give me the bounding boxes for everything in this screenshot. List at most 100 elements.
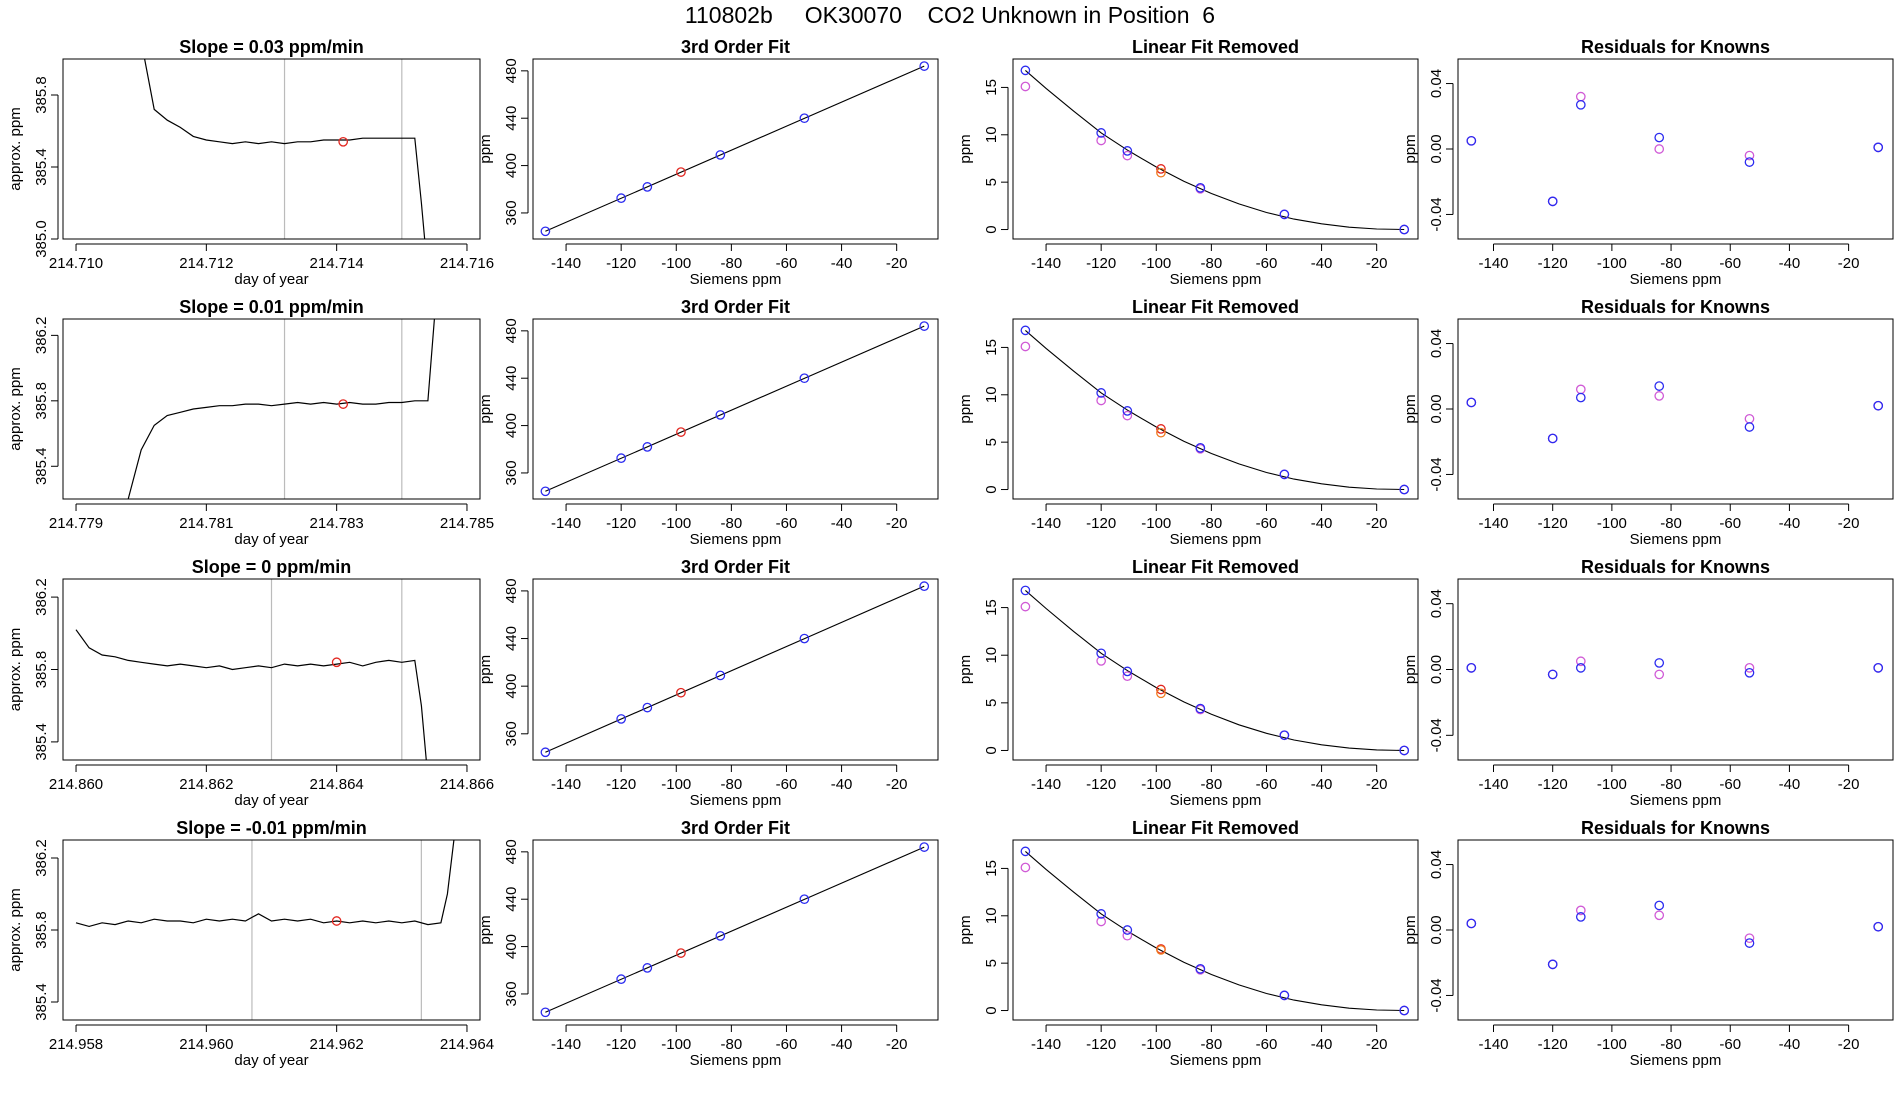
y-tick-label: 385.8 — [33, 382, 50, 420]
y-axis-label: approx. ppm — [7, 628, 24, 711]
x-axis: -140 -120 -100 -80 -60 -40 -20 Siemens ppm — [1031, 243, 1388, 288]
fit-line — [545, 65, 925, 232]
panel-3-4: Residuals for Knowns -140 -120 -100 -80 -60 -4… — [1402, 557, 1894, 809]
x-tick-label: -60 — [776, 776, 798, 793]
x-tick-label: -140 — [551, 515, 581, 532]
y-tick-label: 5 — [983, 959, 1000, 967]
known-point-blue — [1020, 65, 1031, 76]
x-axis: 214.710 214.712 214.714 214.716 day of year — [49, 243, 494, 288]
y-tick-label: 440 — [503, 887, 520, 912]
known-point-blue — [1122, 925, 1133, 935]
x-tick-label: -140 — [1478, 255, 1508, 272]
residual-point-magenta — [1744, 933, 1755, 944]
y-tick-label: 440 — [503, 626, 520, 651]
known-point-magenta — [1020, 862, 1031, 873]
x-tick-label: 214.866 — [440, 776, 494, 793]
x-tick-label: -80 — [721, 515, 743, 532]
known-standard-point — [616, 714, 627, 724]
plot-frame — [1012, 578, 1419, 761]
x-tick-label: 214.712 — [179, 255, 233, 272]
panel-2-2: 3rd Order Fit -140 -120 -100 -80 -60 -40 -20 Sie… — [477, 297, 939, 548]
x-tick-label: -80 — [1201, 515, 1223, 532]
y-axis: 385.4 385.8 386.2 approx. ppm — [7, 578, 59, 761]
panel-title: Slope = 0 ppm/min — [192, 557, 352, 577]
x-tick-label: -20 — [886, 515, 908, 532]
x-tick-label: -80 — [1201, 1036, 1223, 1053]
mean-marker-point — [331, 916, 342, 926]
x-tick-label: -100 — [1597, 776, 1627, 793]
x-tick-label: 214.785 — [440, 515, 494, 532]
x-tick-label: -60 — [1256, 515, 1278, 532]
x-tick-label: 214.779 — [49, 515, 103, 532]
x-tick-label: -20 — [1366, 515, 1388, 532]
y-axis-label: ppm — [957, 394, 974, 423]
known-standard-point — [616, 193, 627, 203]
panel-2-4: Residuals for Knowns -140 -120 -100 -80 -60 -4… — [1402, 297, 1894, 548]
known-standard-point — [799, 633, 810, 644]
known-point-magenta — [1020, 601, 1031, 612]
fit-line — [545, 325, 925, 492]
x-tick-label: -40 — [1779, 776, 1801, 793]
unknown-point-orange — [1156, 945, 1166, 955]
x-tick-label: -60 — [1256, 1036, 1278, 1053]
known-point-blue — [1122, 666, 1133, 677]
residual-point-blue — [1547, 669, 1558, 680]
x-axis-label: day of year — [234, 531, 308, 548]
known-point-magenta — [1096, 656, 1107, 666]
known-point-magenta — [1122, 410, 1133, 421]
plot-frame — [1457, 318, 1894, 500]
y-tick-label: 480 — [503, 578, 520, 603]
known-point-blue — [1020, 846, 1031, 857]
residual-point-blue — [1575, 912, 1586, 922]
x-axis: -140 -120 -100 -80 -60 -40 -20 Siemens ppm — [1478, 1024, 1859, 1069]
plot-frame — [532, 58, 939, 240]
x-axis-label: Siemens ppm — [690, 792, 782, 809]
x-tick-label: -20 — [1838, 515, 1860, 532]
y-tick-label: 385.4 — [33, 983, 50, 1021]
known-standard-point — [616, 974, 627, 984]
y-axis-label: approx. ppm — [7, 367, 24, 450]
y-tick-label: 385.8 — [33, 76, 50, 114]
y-tick-label: 10 — [983, 907, 1000, 924]
residual-point-blue — [1744, 422, 1755, 432]
panel-title: Slope = 0.03 ppm/min — [179, 37, 364, 57]
plot-frame — [1457, 839, 1894, 1021]
residual-point-blue — [1575, 663, 1586, 673]
unknown-point-orange — [1156, 167, 1166, 178]
known-point-blue — [1399, 224, 1410, 235]
x-tick-label: -40 — [1311, 515, 1333, 532]
y-tick-label: 0 — [983, 746, 1000, 754]
x-tick-label: -40 — [831, 776, 853, 793]
data-layer — [1020, 65, 1410, 235]
y-tick-label: 400 — [503, 934, 520, 959]
known-point-blue — [1096, 909, 1107, 919]
y-axis: -0.04 0.00 0.04 ppm — [1402, 69, 1454, 232]
y-axis: 385.4 385.8 386.2 approx. ppm — [7, 839, 59, 1021]
panel-1-1: Slope = 0.03 ppm/min 214.710 214.712 214.71… — [7, 37, 494, 288]
x-tick-label: -100 — [661, 776, 691, 793]
panel-title: Slope = 0.01 ppm/min — [179, 297, 364, 317]
known-point-blue — [1195, 963, 1206, 974]
x-axis-label: Siemens ppm — [1170, 1052, 1262, 1069]
known-point-blue — [1122, 146, 1133, 156]
panel-title: Linear Fit Removed — [1132, 557, 1299, 577]
x-tick-label: -120 — [606, 255, 636, 272]
x-tick-label: -60 — [1719, 255, 1741, 272]
x-tick-label: 214.964 — [440, 1036, 494, 1053]
y-axis: 0 5 10 15 ppm — [957, 860, 1009, 1015]
y-axis: 0 5 10 15 ppm — [957, 79, 1009, 234]
y-tick-label: 0.00 — [1428, 655, 1445, 684]
known-point-blue — [1096, 648, 1107, 659]
residual-point-magenta — [1575, 91, 1586, 102]
fit-curve-line — [1025, 69, 1405, 231]
y-tick-label: -0.04 — [1428, 197, 1445, 231]
x-tick-label: -100 — [1141, 1036, 1171, 1053]
y-tick-label: 0 — [983, 225, 1000, 233]
x-tick-label: -60 — [1719, 776, 1741, 793]
known-standard-point — [642, 963, 653, 973]
panel-2-3: Linear Fit Removed-140 -120 -100 -80 -60 -40-… — [957, 297, 1419, 548]
data-layer — [75, 840, 455, 1020]
residual-point-blue — [1873, 663, 1884, 673]
panel-title: Linear Fit Removed — [1132, 297, 1299, 317]
panel-2-1: Slope = 0.01 ppm/min 214.779 214.781 214.78… — [7, 297, 494, 548]
